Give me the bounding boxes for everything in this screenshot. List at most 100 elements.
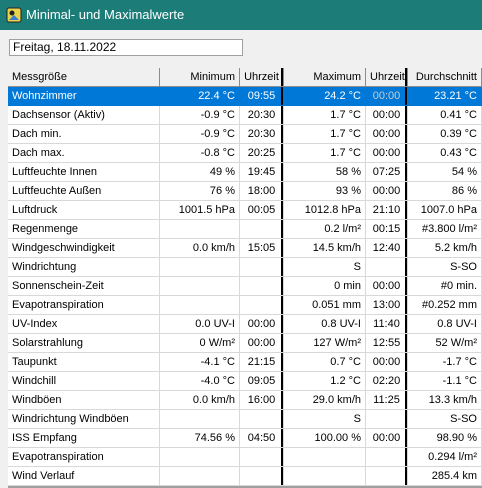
table-cell-col-name[interactable]: Regenmenge <box>8 220 160 239</box>
table-cell-col-maximum[interactable]: 1.7 °C <box>284 144 366 163</box>
table-cell-col-min-time[interactable] <box>240 410 284 429</box>
table-cell-col-maximum[interactable]: 1.7 °C <box>284 125 366 144</box>
table-cell-col-min-time[interactable]: 16:00 <box>240 391 284 410</box>
table-cell-col-maximum[interactable]: 1.7 °C <box>284 106 366 125</box>
table-cell-col-min-time[interactable]: 09:55 <box>240 87 284 106</box>
table-cell-col-min-time[interactable]: 20:25 <box>240 144 284 163</box>
table-cell-col-minimum[interactable]: 76 % <box>160 182 240 201</box>
table-cell-col-minimum[interactable]: -0.8 °C <box>160 144 240 163</box>
table-cell-col-max-time[interactable]: 00:00 <box>366 125 408 144</box>
table-cell-col-max-time[interactable] <box>366 410 408 429</box>
table-cell-col-average[interactable]: 98.90 % <box>408 429 482 448</box>
table-cell-col-average[interactable]: 86 % <box>408 182 482 201</box>
table-cell-col-min-time[interactable] <box>240 296 284 315</box>
table-cell-col-average[interactable]: 285.4 km <box>408 467 482 486</box>
table-cell-col-maximum[interactable]: 127 W/m² <box>284 334 366 353</box>
table-cell-col-max-time[interactable] <box>366 258 408 277</box>
table-cell-col-name[interactable]: Evapotranspiration <box>8 448 160 467</box>
table-cell-col-minimum[interactable] <box>160 448 240 467</box>
table-cell-col-max-time[interactable]: 21:10 <box>366 201 408 220</box>
table-cell-col-minimum[interactable] <box>160 467 240 486</box>
table-cell-col-name[interactable]: ISS Empfang <box>8 429 160 448</box>
table-cell-col-max-time[interactable]: 12:55 <box>366 334 408 353</box>
table-cell-col-name[interactable]: Windrichtung <box>8 258 160 277</box>
table-cell-col-max-time[interactable]: 07:25 <box>366 163 408 182</box>
table-cell-col-average[interactable]: -1.7 °C <box>408 353 482 372</box>
table-cell-col-max-time[interactable]: 00:00 <box>366 144 408 163</box>
table-cell-col-max-time[interactable]: 02:20 <box>366 372 408 391</box>
table-cell-col-minimum[interactable] <box>160 410 240 429</box>
table-cell-col-min-time[interactable]: 00:05 <box>240 201 284 220</box>
table-cell-col-min-time[interactable]: 09:05 <box>240 372 284 391</box>
table-cell-col-name[interactable]: Evapotranspiration <box>8 296 160 315</box>
table-cell-col-maximum[interactable]: S <box>284 258 366 277</box>
table-cell-col-maximum[interactable]: 29.0 km/h <box>284 391 366 410</box>
table-cell-col-maximum[interactable]: 1012.8 hPa <box>284 201 366 220</box>
table-cell-col-min-time[interactable]: 00:00 <box>240 315 284 334</box>
table-cell-col-min-time[interactable]: 15:05 <box>240 239 284 258</box>
table-cell-col-minimum[interactable]: 0.0 UV-I <box>160 315 240 334</box>
table-cell-col-name[interactable]: Wohnzimmer <box>8 87 160 106</box>
table-cell-col-average[interactable]: 23.21 °C <box>408 87 482 106</box>
table-cell-col-min-time[interactable]: 18:00 <box>240 182 284 201</box>
table-cell-col-maximum[interactable]: S <box>284 410 366 429</box>
table-cell-col-minimum[interactable]: 22.4 °C <box>160 87 240 106</box>
table-cell-col-average[interactable]: 0.41 °C <box>408 106 482 125</box>
table-cell-col-max-time[interactable]: 00:00 <box>366 182 408 201</box>
table-cell-col-maximum[interactable]: 0.2 l/m² <box>284 220 366 239</box>
table-cell-col-average[interactable]: #0.252 mm <box>408 296 482 315</box>
table-cell-col-min-time[interactable]: 20:30 <box>240 106 284 125</box>
table-cell-col-max-time[interactable] <box>366 448 408 467</box>
table-cell-col-min-time[interactable]: 00:00 <box>240 334 284 353</box>
table-cell-col-name[interactable]: Wind Verlauf <box>8 467 160 486</box>
table-cell-col-name[interactable]: UV-Index <box>8 315 160 334</box>
table-cell-col-average[interactable]: 0.8 UV-I <box>408 315 482 334</box>
table-cell-col-max-time[interactable]: 11:25 <box>366 391 408 410</box>
table-cell-col-max-time[interactable]: 00:00 <box>366 353 408 372</box>
table-cell-col-max-time[interactable]: 13:00 <box>366 296 408 315</box>
table-cell-col-name[interactable]: Windchill <box>8 372 160 391</box>
table-cell-col-minimum[interactable]: -0.9 °C <box>160 106 240 125</box>
table-cell-col-maximum[interactable]: 14.5 km/h <box>284 239 366 258</box>
table-cell-col-name[interactable]: Luftfeuchte Innen <box>8 163 160 182</box>
table-cell-col-name[interactable]: Luftdruck <box>8 201 160 220</box>
table-cell-col-name[interactable]: Dach min. <box>8 125 160 144</box>
table-cell-col-name[interactable]: Taupunkt <box>8 353 160 372</box>
table-cell-col-min-time[interactable]: 04:50 <box>240 429 284 448</box>
table-cell-col-name[interactable]: Windböen <box>8 391 160 410</box>
table-cell-col-minimum[interactable] <box>160 277 240 296</box>
table-cell-col-max-time[interactable]: 00:00 <box>366 87 408 106</box>
table-cell-col-average[interactable]: 0.39 °C <box>408 125 482 144</box>
table-cell-col-average[interactable]: 5.2 km/h <box>408 239 482 258</box>
table-cell-col-min-time[interactable] <box>240 448 284 467</box>
table-cell-col-name[interactable]: Windgeschwindigkeit <box>8 239 160 258</box>
table-cell-col-minimum[interactable] <box>160 220 240 239</box>
header-col-average[interactable]: Durchschnitt <box>408 68 482 87</box>
table-cell-col-average[interactable]: #3.800 l/m² <box>408 220 482 239</box>
table-cell-col-max-time[interactable] <box>366 467 408 486</box>
table-cell-col-minimum[interactable]: 74.56 % <box>160 429 240 448</box>
table-cell-col-name[interactable]: Sonnenschein-Zeit <box>8 277 160 296</box>
table-cell-col-minimum[interactable]: -4.0 °C <box>160 372 240 391</box>
table-cell-col-minimum[interactable]: -4.1 °C <box>160 353 240 372</box>
table-cell-col-average[interactable]: #0 min. <box>408 277 482 296</box>
table-cell-col-average[interactable]: 13.3 km/h <box>408 391 482 410</box>
table-cell-col-min-time[interactable] <box>240 220 284 239</box>
table-cell-col-average[interactable]: 0.294 l/m² <box>408 448 482 467</box>
table-cell-col-minimum[interactable] <box>160 296 240 315</box>
table-cell-col-minimum[interactable]: 49 % <box>160 163 240 182</box>
table-cell-col-maximum[interactable] <box>284 467 366 486</box>
table-cell-col-average[interactable]: 54 % <box>408 163 482 182</box>
table-cell-col-maximum[interactable]: 93 % <box>284 182 366 201</box>
table-cell-col-average[interactable]: 52 W/m² <box>408 334 482 353</box>
table-cell-col-name[interactable]: Solarstrahlung <box>8 334 160 353</box>
table-cell-col-maximum[interactable]: 58 % <box>284 163 366 182</box>
table-cell-col-name[interactable]: Windrichtung Windböen <box>8 410 160 429</box>
table-cell-col-minimum[interactable]: 1001.5 hPa <box>160 201 240 220</box>
table-cell-col-maximum[interactable]: 24.2 °C <box>284 87 366 106</box>
table-cell-col-maximum[interactable]: 0.051 mm <box>284 296 366 315</box>
table-cell-col-maximum[interactable]: 0.7 °C <box>284 353 366 372</box>
table-cell-col-max-time[interactable]: 00:15 <box>366 220 408 239</box>
date-field[interactable]: Freitag, 18.11.2022 <box>9 39 243 56</box>
header-col-min-time[interactable]: Uhrzeit <box>240 68 284 87</box>
